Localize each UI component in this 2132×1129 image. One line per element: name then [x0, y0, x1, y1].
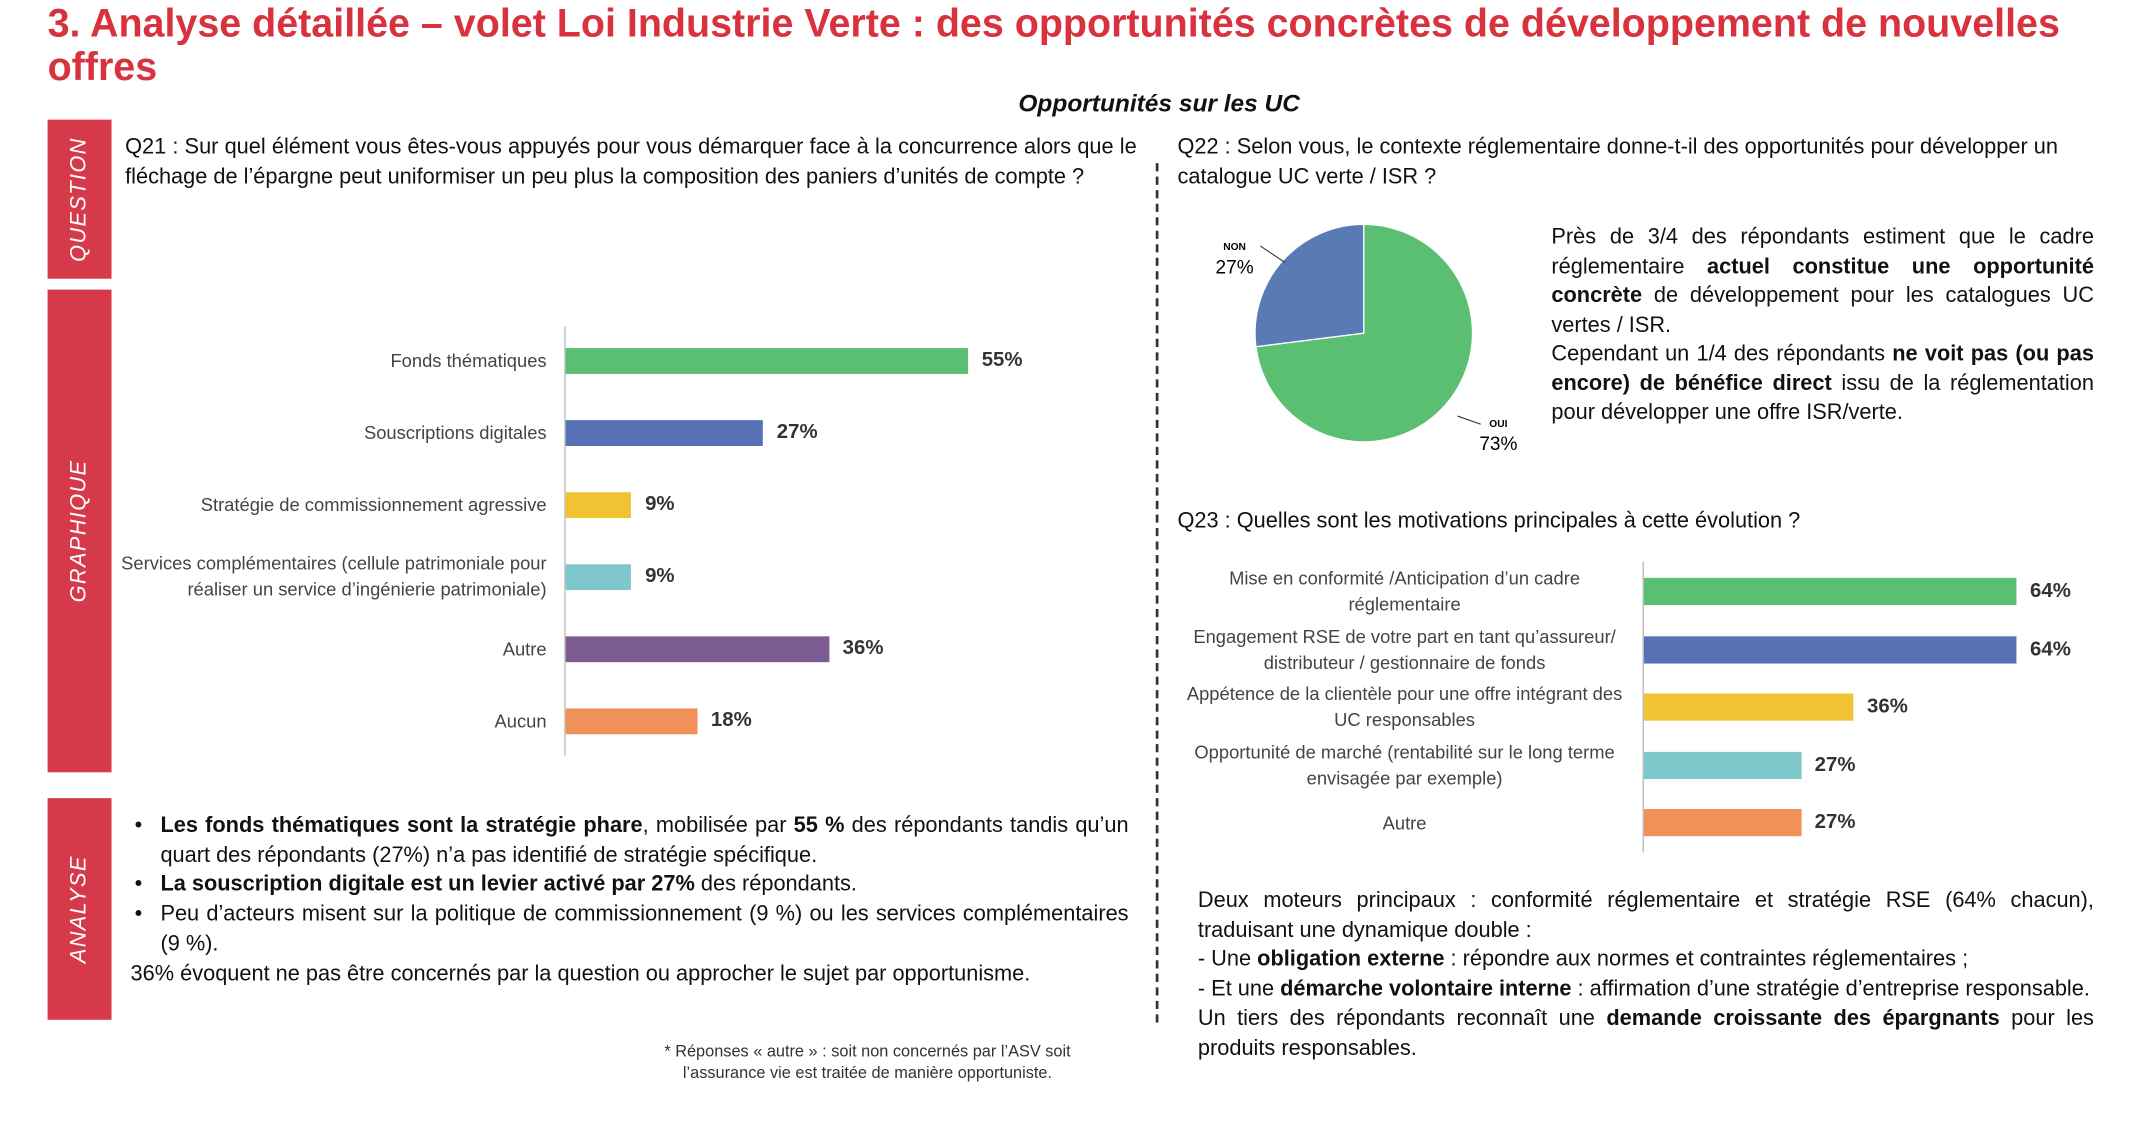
analysis-right: Deux moteurs principaux : conformité rég…: [1198, 887, 2094, 1064]
category-label: Autre: [1382, 812, 1427, 834]
pie-chart: OUI 73% NON 27%: [1216, 223, 1518, 455]
sidebar-label: QUESTION: [67, 136, 91, 262]
slice-category: OUI: [1489, 419, 1507, 430]
data-label: 55%: [981, 348, 1023, 372]
list-item: 36% évoquent ne pas être concernés par l…: [131, 959, 1129, 989]
bar: [1643, 693, 1854, 721]
bar: [1643, 751, 1802, 779]
list-item: La souscription digitale est un levier a…: [131, 871, 1129, 901]
axis-line: [1642, 561, 1644, 853]
text-run: Près de 3/4 des répondants estiment que …: [1551, 225, 2094, 279]
text-run: Peu d’acteurs misent sur la politique de…: [160, 902, 1129, 956]
category-label: Souscriptions digitales: [363, 422, 547, 443]
data-label: 27%: [776, 420, 818, 444]
text-run: 36% évoquent ne pas être concernés par l…: [130, 962, 1031, 986]
sidebar-label: GRAPHIQUE: [67, 459, 91, 603]
text-run: issu de la réglementation pour développe…: [1551, 371, 2094, 425]
data-label: 36%: [1867, 695, 1908, 719]
bar: [565, 491, 632, 518]
footnote: * Réponses « autre » : soit non concerné…: [664, 1041, 1071, 1083]
category-label: Engagement RSE de votre part en tant qu’…: [1193, 626, 1616, 673]
text-run: ne voit pas (ou pas encore) de bénéfice …: [1551, 342, 2094, 395]
paragraph: Un tiers des répondants reconnaît une de…: [1198, 1005, 2094, 1064]
category-label: Services complémentaires (cellule patrim…: [121, 553, 547, 600]
text-run: La souscription digitale est un levier a…: [160, 873, 695, 897]
bar: [565, 563, 632, 590]
question: Q21 : Sur quel élément vous êtes-vous ap…: [125, 135, 1137, 189]
bar: [565, 419, 764, 446]
bar: [565, 347, 969, 374]
data-label: 18%: [710, 708, 752, 732]
data-label: 27%: [1814, 752, 1856, 777]
text-run: démarche volontaire interne: [1280, 977, 1572, 1001]
paragraph: - Une obligation externe : répondre aux …: [1198, 946, 2094, 976]
text-run: , mobilisée par: [642, 814, 794, 838]
text-run: Les fonds thématiques sont la stratégie …: [160, 814, 643, 838]
paragraph: Près de 3/4 des répondants estiment que …: [1551, 223, 2094, 340]
bar: [1643, 577, 2017, 606]
paragraph: Cependant un 1/4 des répondants ne voit …: [1551, 340, 2094, 428]
subtitle: Opportunités sur les UC: [1018, 89, 1300, 117]
analysis-left: Les fonds thématiques sont la stratégie …: [131, 812, 1129, 989]
category-label: Opportunité de marché (rentabilité sur l…: [1194, 742, 1615, 789]
pie-slice: [1254, 223, 1365, 348]
category-label: Fonds thématiques: [390, 350, 547, 371]
leader-line: [1260, 245, 1286, 263]
slide-title: 3. Analyse détaillée – volet Loi Industr…: [47, 2, 2060, 91]
data-label: 9%: [645, 492, 675, 516]
paragraph: Deux moteurs principaux : conformité rég…: [1198, 887, 2094, 946]
slice-label: 27%: [1216, 257, 1254, 278]
text-run: - Et une: [1197, 977, 1281, 1001]
text-run: 55 %: [793, 814, 845, 838]
sidebar-label: ANALYSE: [67, 855, 91, 963]
text-run: Deux moteurs principaux : conformité rég…: [1197, 889, 2094, 942]
pie-commentary: Près de 3/4 des répondants estiment que …: [1551, 223, 2094, 428]
data-label: 27%: [1814, 810, 1856, 835]
text-run: Cependant un 1/4 des répondants: [1551, 342, 1893, 366]
slice-label: 73%: [1479, 434, 1517, 455]
data-label: 64%: [2030, 579, 2071, 603]
slice-category: NON: [1223, 242, 1246, 253]
text-run: de développement pour les catalogues UC …: [1551, 284, 2094, 337]
text-run: Un tiers des répondants reconnaît une: [1197, 1007, 1607, 1031]
sidebar-box: QUESTION: [47, 119, 112, 279]
text-run: demande croissante des épargnants: [1606, 1007, 2000, 1031]
data-label: 36%: [842, 636, 884, 660]
data-label: 9%: [645, 564, 675, 588]
bar: [565, 635, 830, 662]
bar: [565, 707, 698, 734]
category-label: Stratégie de commissionnement agressive: [200, 494, 547, 515]
paragraph: - Et une démarche volontaire interne : a…: [1198, 975, 2094, 1005]
text-run: pour les produits responsables.: [1197, 1007, 2094, 1060]
text-run: - Une: [1197, 948, 1258, 972]
list-item: Peu d’acteurs misent sur la politique de…: [131, 900, 1129, 959]
question: Q23 : Quelles sont les motivations princ…: [1177, 509, 1801, 534]
category-label: Aucun: [494, 710, 547, 731]
axis-line: [564, 326, 566, 756]
text-run: obligation externe: [1257, 948, 1445, 972]
leader-line: [1457, 415, 1481, 425]
category-label: Autre: [502, 638, 547, 659]
category-label: Appétence de la clientèle pour une offre…: [1186, 684, 1623, 731]
sidebar-box: GRAPHIQUE: [47, 289, 112, 773]
bar: [1643, 809, 1802, 837]
bar: [1643, 635, 2017, 663]
data-label: 64%: [2030, 637, 2071, 661]
category-label: Mise en conformité /Anticipation d’un ca…: [1229, 568, 1581, 615]
divider: [1155, 163, 1159, 1023]
text-run: : répondre aux normes et contraintes rég…: [1444, 948, 1969, 972]
text-run: actuel constitue une opportunité concrèt…: [1551, 254, 2094, 308]
list-item: Les fonds thématiques sont la stratégie …: [131, 812, 1129, 871]
sidebar-box: ANALYSE: [47, 798, 112, 1020]
text-run: des répondants.: [694, 873, 857, 897]
text-run: des répondants tandis qu’un quart des ré…: [160, 814, 1129, 868]
text-run: : affirmation d’une stratégie d’entrepri…: [1571, 977, 2090, 1001]
question: Q22 : Selon vous, le contexte réglementa…: [1177, 135, 2058, 189]
